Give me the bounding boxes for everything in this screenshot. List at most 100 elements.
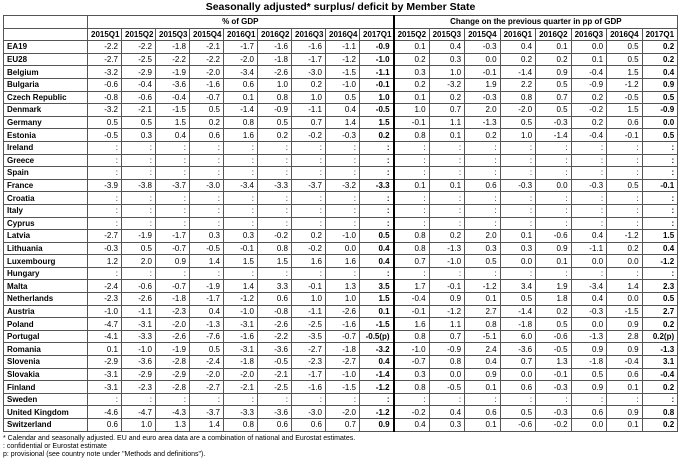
table-row: Poland -4.7 -3.1 -2.0 -1.3 -3.1 -2.6 -2.5 -1.6 -1… xyxy=(3,317,679,331)
cell-value: 0.3 xyxy=(393,65,430,79)
cell-value: 0.8 xyxy=(393,241,430,256)
country-name: Germany xyxy=(3,115,88,130)
cell-value: -0.3 xyxy=(499,178,537,193)
cell-value: : xyxy=(641,203,679,218)
cell-value: -0.5 xyxy=(257,355,292,369)
cell-value: : xyxy=(189,140,224,155)
cell-value: : xyxy=(87,266,122,281)
cell-value: : xyxy=(570,166,608,180)
cell-value: 2.3 xyxy=(641,279,679,294)
cell-value: 0.0 xyxy=(428,367,466,382)
cell-value: 0.6 xyxy=(464,178,501,193)
cell-value: : xyxy=(223,140,258,155)
cell-value: -2.8 xyxy=(155,380,190,394)
cell-value: 0.3 xyxy=(428,52,466,67)
cell-value: -0.1 xyxy=(641,178,679,193)
cell-value: 0.4 xyxy=(428,40,466,54)
table-row: Finland -3.1 -2.3 -2.8 -2.7 -2.1 -2.5 -1.6 -1.5-… xyxy=(3,380,679,394)
cell-value: : xyxy=(121,203,156,218)
cell-value: -1.3 xyxy=(570,329,608,344)
cell-value: 0.4 xyxy=(189,304,224,319)
cell-value: -0.6 xyxy=(535,229,572,243)
cell-value: 0.5 xyxy=(570,367,608,382)
cell-value: : xyxy=(499,140,537,155)
cell-value: 0.4 xyxy=(464,355,501,369)
cell-value: 0.9 xyxy=(464,367,501,382)
cell-value: 0.8 xyxy=(464,317,501,331)
cell-value: 0.8 xyxy=(257,90,292,105)
cell-value: -1.0 xyxy=(393,342,430,357)
cell-value: 0.5 xyxy=(358,229,395,243)
table-row: Latvia -2.7 -1.9 -1.7 0.3 0.3 -0.2 0.2 -1.0 0.5 0.… xyxy=(3,229,679,243)
cell-value: 2.0 xyxy=(121,254,156,268)
cell-value: 0.6 xyxy=(189,128,224,142)
cell-value: -1.5 xyxy=(325,380,360,394)
cell-value: -0.1 xyxy=(393,115,430,130)
cell-value: -1.0 xyxy=(325,367,360,382)
cell-value: : xyxy=(499,166,537,180)
cell-value: -0.2 xyxy=(570,103,608,117)
cell-value: -0.2 xyxy=(393,405,430,419)
cell-value: : xyxy=(464,140,501,155)
cell-value: -1.0 xyxy=(325,77,360,92)
cell-value: : xyxy=(155,216,190,231)
cell-value: -2.2 xyxy=(155,52,190,67)
column-header: 2016Q2 xyxy=(257,27,292,42)
table-title: Seasonally adjusted* surplus/ deficit by… xyxy=(205,1,476,13)
cell-value: : xyxy=(641,140,679,155)
cell-value: : xyxy=(641,216,679,231)
cell-value: -2.0 xyxy=(189,65,224,79)
column-header: 2016Q4 xyxy=(606,27,643,42)
cell-value: -3.4 xyxy=(570,279,608,294)
cell-value: -1.5 xyxy=(155,103,190,117)
column-header: 2017Q1 xyxy=(358,27,395,42)
country-name: Switzerland xyxy=(3,418,88,432)
cell-value: -0.4 xyxy=(155,90,190,105)
cell-value: 0.0 xyxy=(570,317,608,331)
cell-value: 0.7 xyxy=(499,355,537,369)
cell-value: -2.6 xyxy=(121,292,156,306)
cell-value: -0.3 xyxy=(535,115,572,130)
cell-value: 1.0 xyxy=(121,418,156,432)
cell-value: 1.4 xyxy=(189,418,224,432)
cell-value: : xyxy=(535,266,572,281)
cell-value: 1.0 xyxy=(291,292,326,306)
cell-value: : xyxy=(570,140,608,155)
table-row: Ireland::::::::::::::::: xyxy=(3,140,679,155)
cell-value: : xyxy=(428,266,466,281)
table-row: Denmark -3.2 -2.1 -1.5 0.5 -1.4 -0.9 -1.1 0.4 -0.… xyxy=(3,103,679,117)
cell-value: -2.0 xyxy=(189,367,224,382)
cell-value: : xyxy=(464,216,501,231)
table-row: Sweden::::::::::::::::: xyxy=(3,392,679,407)
cell-value: 0.5 xyxy=(189,342,224,357)
cell-value: -3.1 xyxy=(223,317,258,331)
cell-value: : xyxy=(499,216,537,231)
cell-value: 1.0 xyxy=(325,292,360,306)
cell-value: 0.2 xyxy=(499,52,537,67)
cell-value: 0.2 xyxy=(641,317,679,331)
country-name: Spain xyxy=(3,166,88,180)
cell-value: : xyxy=(641,153,679,168)
cell-value: : xyxy=(291,216,326,231)
country-name: Romania xyxy=(3,342,88,357)
cell-value: : xyxy=(428,203,466,218)
cell-value: 0.9 xyxy=(606,342,643,357)
cell-value: -1.4 xyxy=(499,304,537,319)
cell-value: : xyxy=(428,166,466,180)
cell-value: -1.8 xyxy=(257,52,292,67)
cell-value: : xyxy=(325,392,360,407)
cell-value: 0.1 xyxy=(428,128,466,142)
country-name: Finland xyxy=(3,380,88,394)
cell-value: -0.5 xyxy=(535,342,572,357)
cell-value: -1.2 xyxy=(358,405,395,419)
deficit-table: % of GDP Change on the previous quarter … xyxy=(3,15,679,432)
country-name: Bulgaria xyxy=(3,77,88,92)
cell-value: -0.6 xyxy=(121,279,156,294)
cell-value: 0.1 xyxy=(570,52,608,67)
group-header: Change on the previous quarter in pp of … xyxy=(393,15,679,29)
cell-value: -2.0 xyxy=(223,367,258,382)
table-row: Czech Republic -0.8 -0.6 -0.4 -0.7 0.1 0.8 1.0 0… xyxy=(3,90,679,105)
table-row: Italy::::::::::::::::: xyxy=(3,203,679,218)
cell-value: : xyxy=(291,140,326,155)
cell-value: : xyxy=(121,140,156,155)
